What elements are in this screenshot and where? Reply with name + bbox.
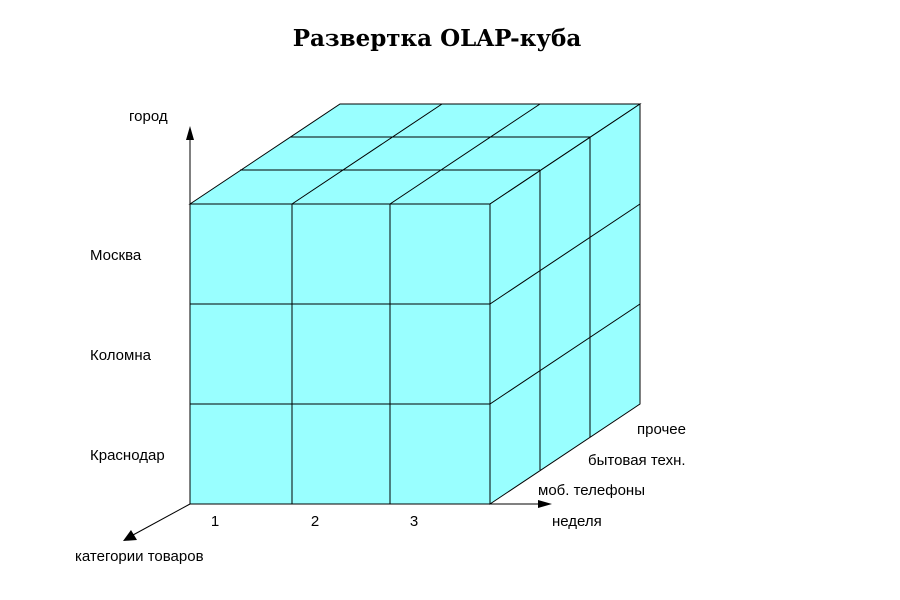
- diagram-title: Развертка OLAP-куба: [293, 25, 582, 52]
- down-left-arrow-icon: [123, 530, 137, 541]
- week-label: 3: [410, 513, 418, 530]
- category-label: бытовая техн.: [588, 452, 686, 469]
- front-face-grid: [190, 204, 490, 504]
- vertical-axis-label: город: [129, 108, 168, 125]
- up-arrow-icon: [186, 126, 194, 140]
- top-face-grid: [240, 103, 590, 205]
- week-label: 2: [311, 513, 319, 530]
- right-arrow-icon: [538, 500, 552, 508]
- depth-axis: [123, 503, 191, 541]
- horizontal-axis: [490, 500, 552, 508]
- category-label: прочее: [637, 421, 686, 438]
- olap-cube: [188, 103, 642, 505]
- week-label: 1: [211, 513, 219, 530]
- right-face-grid: [489, 137, 641, 470]
- vertical-axis: [186, 126, 194, 204]
- category-label: моб. телефоны: [538, 482, 645, 499]
- city-label: Коломна: [90, 347, 152, 364]
- cube-front-face: [189, 203, 491, 505]
- horizontal-axis-label: неделя: [552, 513, 602, 530]
- city-label: Москва: [90, 247, 142, 264]
- city-label: Краснодар: [90, 447, 165, 464]
- depth-axis-label: категории товаров: [75, 548, 204, 565]
